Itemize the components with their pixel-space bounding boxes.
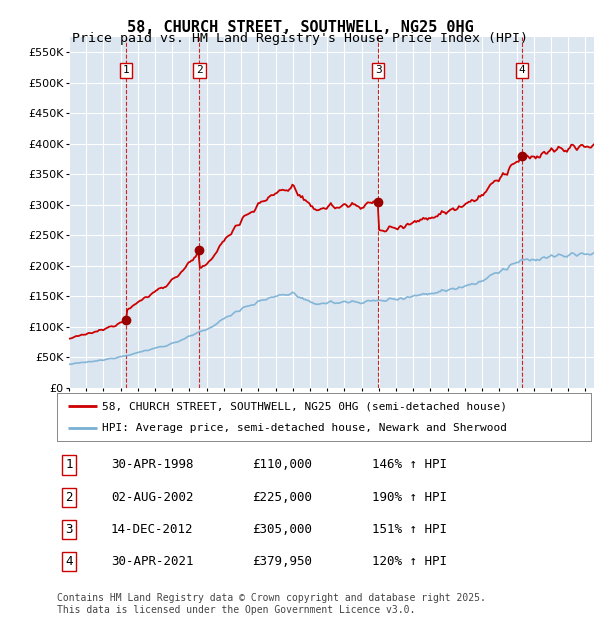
- Text: 58, CHURCH STREET, SOUTHWELL, NG25 0HG: 58, CHURCH STREET, SOUTHWELL, NG25 0HG: [127, 20, 473, 35]
- Text: 02-AUG-2002: 02-AUG-2002: [111, 491, 193, 503]
- Text: 151% ↑ HPI: 151% ↑ HPI: [372, 523, 447, 536]
- Text: 4: 4: [65, 556, 73, 568]
- Text: 146% ↑ HPI: 146% ↑ HPI: [372, 459, 447, 471]
- Text: Contains HM Land Registry data © Crown copyright and database right 2025.
This d: Contains HM Land Registry data © Crown c…: [57, 593, 486, 615]
- Text: £225,000: £225,000: [252, 491, 312, 503]
- Text: 4: 4: [519, 66, 526, 76]
- Text: 30-APR-1998: 30-APR-1998: [111, 459, 193, 471]
- Text: 1: 1: [65, 459, 73, 471]
- Text: £305,000: £305,000: [252, 523, 312, 536]
- Text: 190% ↑ HPI: 190% ↑ HPI: [372, 491, 447, 503]
- Text: £379,950: £379,950: [252, 556, 312, 568]
- Text: 1: 1: [123, 66, 130, 76]
- Text: 3: 3: [375, 66, 382, 76]
- Text: 14-DEC-2012: 14-DEC-2012: [111, 523, 193, 536]
- Text: 58, CHURCH STREET, SOUTHWELL, NG25 0HG (semi-detached house): 58, CHURCH STREET, SOUTHWELL, NG25 0HG (…: [103, 401, 508, 411]
- Text: £110,000: £110,000: [252, 459, 312, 471]
- Text: 120% ↑ HPI: 120% ↑ HPI: [372, 556, 447, 568]
- Text: 3: 3: [65, 523, 73, 536]
- Text: Price paid vs. HM Land Registry's House Price Index (HPI): Price paid vs. HM Land Registry's House …: [72, 32, 528, 45]
- Text: 2: 2: [65, 491, 73, 503]
- Text: 2: 2: [196, 66, 203, 76]
- Text: HPI: Average price, semi-detached house, Newark and Sherwood: HPI: Average price, semi-detached house,…: [103, 423, 508, 433]
- Text: 30-APR-2021: 30-APR-2021: [111, 556, 193, 568]
